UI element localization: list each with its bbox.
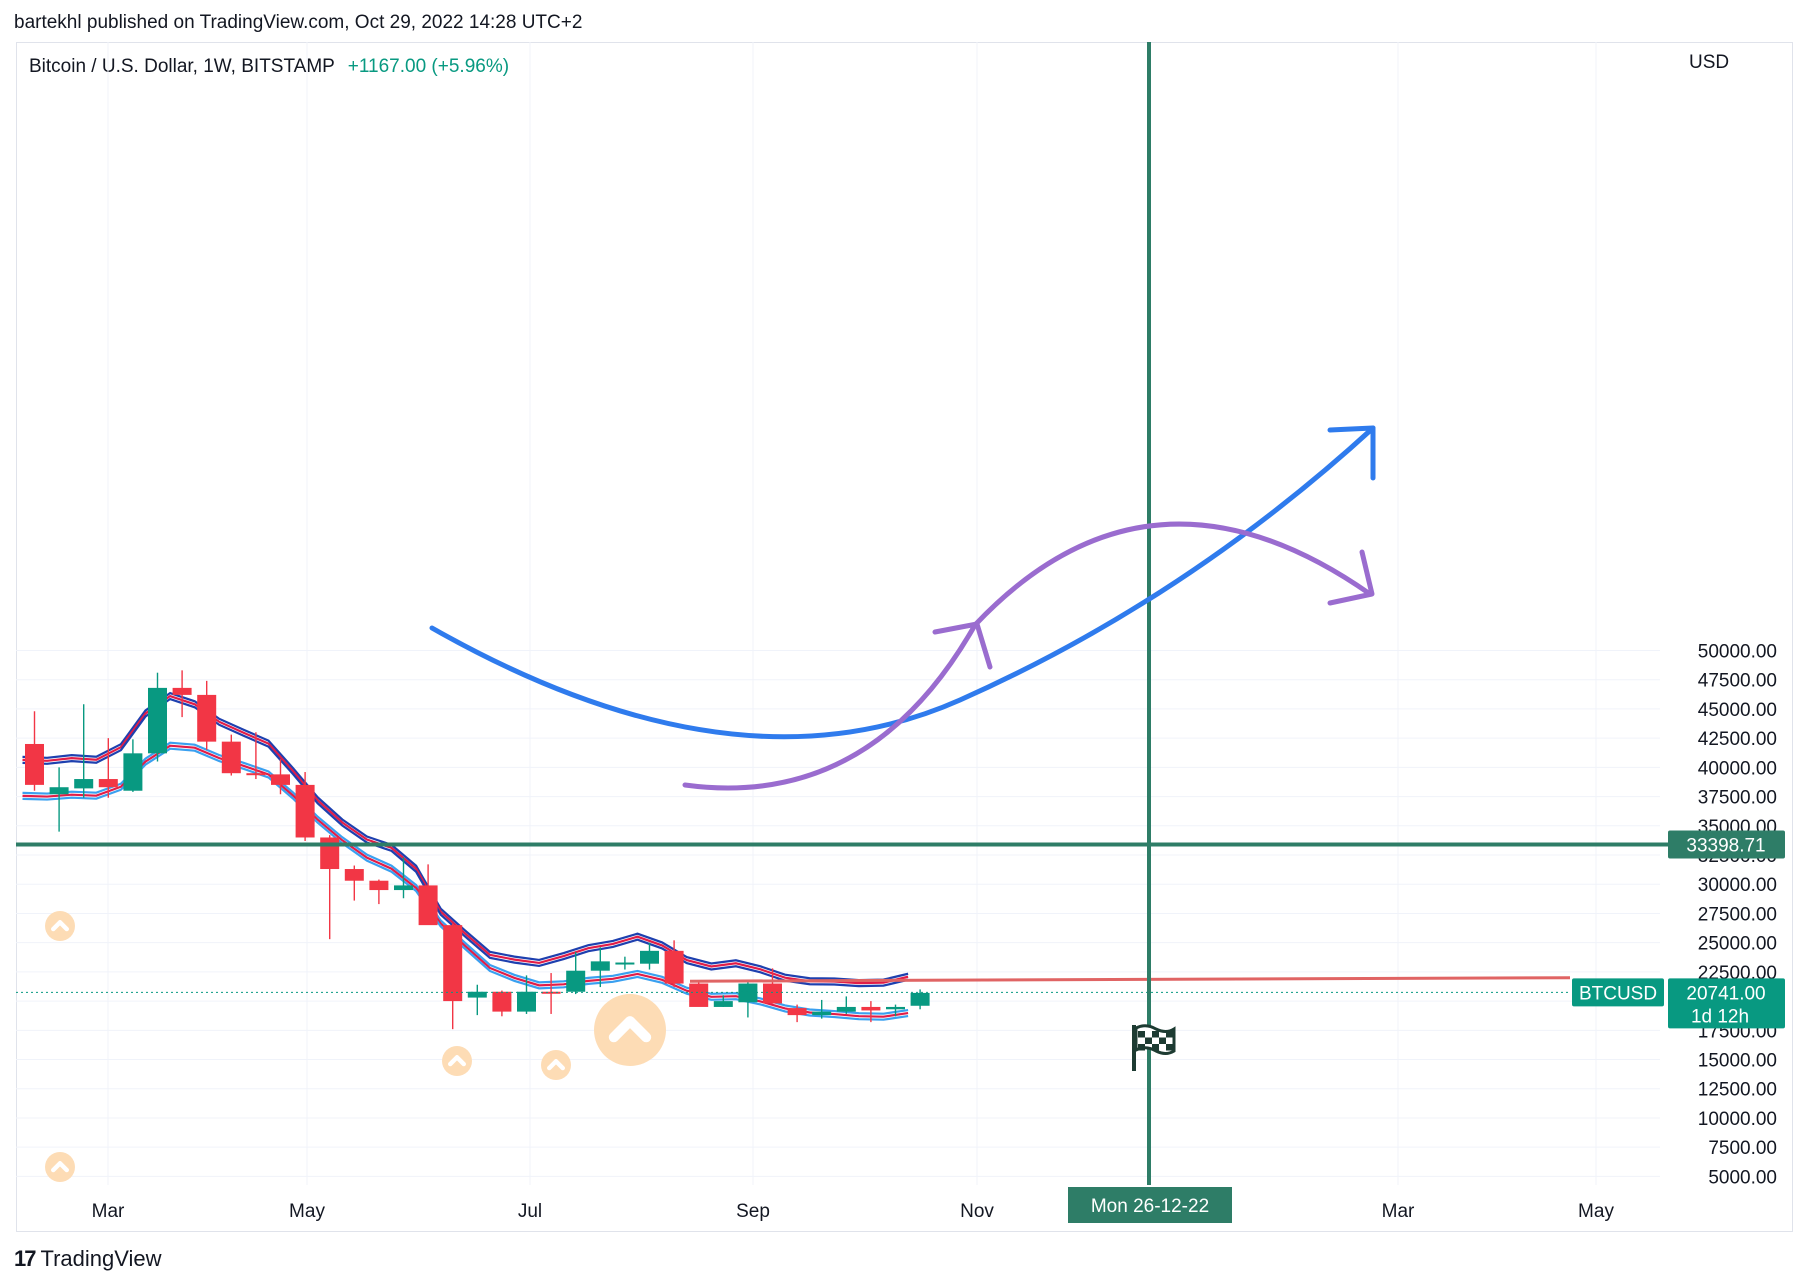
- ma-ribbon-upper: [22, 697, 909, 988]
- y-tick-label: 30000.00: [1698, 875, 1777, 896]
- resistance-line: [689, 976, 1571, 983]
- candle-up: [836, 1006, 856, 1012]
- event-marker-icon: [594, 994, 666, 1066]
- y-tick-label: 47500.00: [1698, 671, 1777, 692]
- symbol-badge-label: BTCUSD: [1579, 983, 1657, 1004]
- candle-up: [812, 1011, 832, 1016]
- candle-up: [74, 779, 94, 789]
- x-tick-label: Sep: [736, 1201, 770, 1222]
- candle-down: [271, 774, 290, 785]
- y-tick-label: 27500.00: [1698, 904, 1777, 925]
- x-tick-label: May: [1578, 1201, 1614, 1222]
- ma-ribbon-lower: [22, 741, 909, 1015]
- candle-down: [98, 779, 118, 788]
- tradingview-logo-icon: 17: [14, 1246, 37, 1271]
- candle-up: [148, 687, 167, 754]
- ma-ribbon-upper: [22, 691, 909, 982]
- symbol-badge: [1572, 978, 1664, 1007]
- candle-up: [123, 753, 143, 791]
- candle-down: [492, 991, 512, 1012]
- x-tick-label: May: [289, 1201, 325, 1222]
- symbol-title: Bitcoin / U.S. Dollar, 1W, BITSTAMP: [29, 56, 335, 77]
- candle-down: [172, 687, 192, 695]
- candle-down: [295, 784, 315, 838]
- publish-header: bartekhl published on TradingView.com, O…: [14, 12, 583, 33]
- event-marker-icon: [45, 1152, 75, 1182]
- event-marker-icon: [45, 911, 75, 941]
- y-tick-label: 7500.00: [1708, 1138, 1777, 1159]
- price-badge-label: 20741.00: [1686, 983, 1765, 1004]
- finish-flag-icon: [1132, 1024, 1176, 1071]
- symbol-legend[interactable]: Bitcoin / U.S. Dollar, 1W, BITSTAMP +116…: [29, 56, 509, 78]
- purple-arrow-head-down: [1327, 549, 1375, 606]
- blue-arrow-head: [1327, 425, 1376, 481]
- purple-fall-arc: [972, 521, 1373, 628]
- chevron-up-icon: [608, 1016, 652, 1043]
- candle-up: [590, 961, 610, 971]
- candle-down: [197, 694, 217, 742]
- y-tick-label: 45000.00: [1698, 700, 1777, 721]
- candle-down: [443, 925, 463, 1002]
- chevron-up-icon: [51, 920, 69, 932]
- currency-label: USD: [1689, 52, 1730, 73]
- brand-name: TradingView: [40, 1246, 162, 1271]
- ma-ribbon-upper: [22, 694, 909, 985]
- candle-up: [615, 962, 635, 965]
- level-badge: [1668, 830, 1785, 859]
- x-tick-label: Jul: [518, 1201, 542, 1222]
- price-badge: [1668, 978, 1785, 1029]
- x-tick-label: Mar: [1382, 1201, 1415, 1222]
- candle-down: [320, 837, 340, 870]
- candle-down: [787, 1008, 807, 1016]
- date-marker-badge: [1068, 1187, 1232, 1223]
- date-marker-label: Mon 26-12-22: [1091, 1196, 1209, 1217]
- chevron-up-icon: [51, 1161, 69, 1173]
- candle-down: [221, 741, 241, 774]
- blue-projection-arc: [429, 425, 1376, 740]
- candle-down: [763, 983, 782, 1004]
- candle-down: [246, 773, 266, 776]
- y-tick-label: 15000.00: [1698, 1051, 1777, 1072]
- symbol-change: +1167.00 (+5.96%): [347, 56, 510, 77]
- candle-up: [517, 991, 536, 1012]
- ma-ribbon-lower: [22, 747, 909, 1021]
- candle-up: [467, 991, 487, 998]
- event-marker-icon: [442, 1046, 472, 1076]
- candle-up: [566, 970, 586, 992]
- candle-down: [369, 880, 389, 891]
- candle-up: [713, 1001, 733, 1007]
- footer[interactable]: 17 TradingView: [14, 1246, 162, 1272]
- y-tick-label: 42500.00: [1698, 729, 1777, 750]
- candle-up: [910, 992, 930, 1006]
- candle-up: [886, 1006, 905, 1010]
- candle-down: [344, 869, 364, 881]
- candle-down: [664, 950, 684, 984]
- purple-rise-arc: [682, 622, 978, 791]
- candle-up: [640, 950, 659, 964]
- y-tick-label: 50000.00: [1698, 641, 1777, 662]
- level-badge-label: 33398.71: [1686, 836, 1765, 857]
- candle-down: [861, 1006, 881, 1011]
- x-tick-label: Mar: [92, 1201, 125, 1222]
- chevron-up-icon: [547, 1059, 565, 1071]
- candle-up: [49, 787, 69, 795]
- ma-ribbon-lower: [22, 744, 909, 1018]
- countdown-label: 1d 12h: [1691, 1006, 1749, 1027]
- candle-down: [25, 743, 44, 785]
- candle-down: [689, 983, 709, 1007]
- candle-up: [394, 885, 413, 891]
- y-tick-label: 12500.00: [1698, 1080, 1777, 1101]
- y-tick-label: 25000.00: [1698, 934, 1777, 955]
- y-tick-label: 5000.00: [1708, 1167, 1777, 1188]
- y-tick-label: 10000.00: [1698, 1109, 1777, 1130]
- chevron-up-icon: [448, 1055, 466, 1067]
- candle-down: [418, 885, 438, 926]
- event-marker-icon: [541, 1050, 571, 1080]
- chart-frame: [16, 42, 1793, 1232]
- x-tick-label: Nov: [960, 1201, 994, 1222]
- y-tick-label: 37500.00: [1698, 788, 1777, 809]
- y-tick-label: 40000.00: [1698, 758, 1777, 779]
